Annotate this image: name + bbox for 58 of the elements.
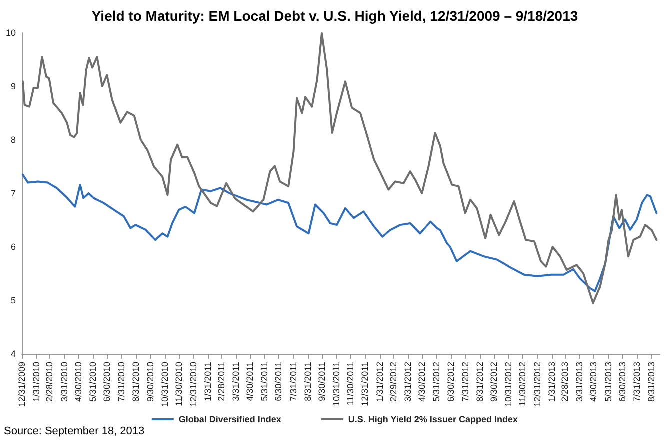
x-tick-label: 2/29/2012 xyxy=(388,362,398,402)
y-tick-label: 6 xyxy=(10,242,16,252)
x-tick-label: 10/31/2011 xyxy=(332,362,342,406)
x-tick-label: 6/30/2010 xyxy=(102,362,112,402)
y-tick-label: 10 xyxy=(6,28,16,38)
x-tick-label: 12/31/2010 xyxy=(188,362,199,408)
x-tick-label: 6/30/2013 xyxy=(617,362,628,402)
x-tick-label: 4/30/2010 xyxy=(73,362,84,402)
x-tick-label: 9/30/2011 xyxy=(316,362,327,402)
x-tick-label: 2/28/2011 xyxy=(216,362,226,402)
chart-title: Yield to Maturity: EM Local Debt v. U.S. High Yield, 12/31/2009 – 9/18/2013 xyxy=(92,8,578,24)
x-tick-label: 3/31/2013 xyxy=(574,362,585,402)
x-tick-label: 1/31/2010 xyxy=(32,362,42,402)
x-tick-label: 3/31/2011 xyxy=(230,362,241,402)
x-tick-label: 11/30/2010 xyxy=(174,362,184,406)
x-tick-label: 9/30/2012 xyxy=(489,362,500,402)
x-tick-label: 5/31/2010 xyxy=(88,362,98,402)
x-tick-label: 8/31/2010 xyxy=(131,362,142,402)
x-tick-label: 9/30/2010 xyxy=(145,362,156,402)
x-tick-label: 7/31/2010 xyxy=(116,362,127,402)
x-tick-label: 2/28/2010 xyxy=(44,362,55,402)
x-tick-label: 3/31/2010 xyxy=(59,362,70,402)
legend-label: Global Diversified Index xyxy=(178,414,282,424)
x-tick-label: 1/31/2011 xyxy=(203,362,214,402)
x-tick-label: 11/30/2012 xyxy=(518,362,528,406)
x-tick-label: 4/30/2013 xyxy=(588,362,599,402)
x-tick-label: 1/31/2013 xyxy=(546,362,557,402)
y-tick-label: 8 xyxy=(10,135,16,145)
line-series xyxy=(22,32,658,304)
y-tick-label: 4 xyxy=(10,349,16,359)
x-tick-label: 6/30/2011 xyxy=(274,362,284,402)
x-tick-label: 2/28/2013 xyxy=(560,362,570,402)
x-tick-label: 1/31/2012 xyxy=(374,362,385,402)
x-tick-label: 4/30/2012 xyxy=(417,362,428,402)
x-tick-label: 7/31/2012 xyxy=(460,362,470,402)
x-tick-label: 4/30/2011 xyxy=(245,362,256,402)
x-tick-label: 10/31/2010 xyxy=(160,362,170,408)
line-series xyxy=(22,174,658,292)
x-tick-label: 3/31/2012 xyxy=(402,362,413,402)
x-tick-label: 5/31/2012 xyxy=(432,362,442,402)
x-tick-label: 5/31/2013 xyxy=(603,362,614,402)
x-tick-label: 12/31/2011 xyxy=(360,362,370,406)
x-tick-label: 7/31/2011 xyxy=(288,362,298,402)
x-tick-label: 5/31/2011 xyxy=(260,362,270,402)
x-tick-label: 6/30/2012 xyxy=(446,362,456,402)
x-tick-label: 10/31/2012 xyxy=(504,362,514,408)
x-tick-label: 12/31/2009 xyxy=(17,362,27,408)
x-tick-label: 8/31/2013 xyxy=(646,362,657,402)
y-tick-label: 5 xyxy=(10,296,16,306)
x-tick-label: 7/31/2013 xyxy=(632,362,642,402)
x-tick-label: 8/31/2011 xyxy=(302,362,313,402)
x-tick-label: 11/30/2011 xyxy=(346,362,356,406)
legend-label: U.S. High Yield 2% Issuer Capped Index xyxy=(348,414,518,424)
x-tick-label: 12/31/2012 xyxy=(532,362,542,408)
source-note: Source: September 18, 2013 xyxy=(4,426,145,438)
x-tick-label: 8/31/2012 xyxy=(474,362,485,402)
y-tick-label: 9 xyxy=(10,82,16,92)
y-tick-label: 7 xyxy=(10,188,16,198)
